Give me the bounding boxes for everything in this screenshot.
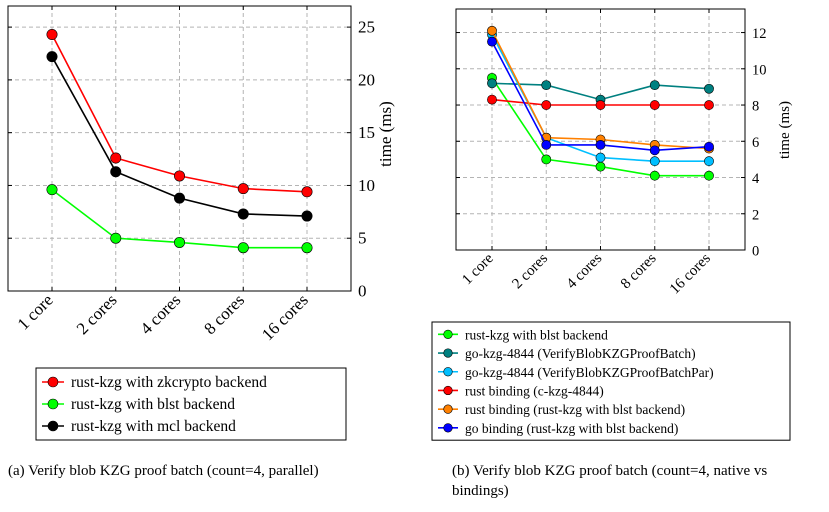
data-point	[541, 80, 552, 91]
legend-label: rust-kzg with blst backend	[465, 327, 608, 342]
data-point	[649, 100, 660, 110]
data-point	[649, 80, 660, 91]
y-axis-label-a: time (ms)	[376, 101, 395, 167]
y-axis-label-b: time (ms)	[777, 101, 793, 159]
legend-label: go-kzg-4844 (VerifyBlobKZGProofBatch)	[465, 346, 696, 361]
legend-swatch-marker	[443, 367, 453, 377]
legend-swatch-marker	[443, 329, 453, 339]
y-tick-label: 0	[752, 244, 759, 260]
data-point	[237, 208, 249, 220]
data-point	[301, 186, 313, 198]
series-a-0	[46, 28, 313, 198]
data-point	[704, 83, 714, 94]
chart-a: 0 5 10 15 20 25 1 core 2 cores 4 cores 8 cores 16 …	[7, 5, 395, 441]
x-tick-label: 16 cores	[667, 250, 714, 297]
data-point	[110, 166, 122, 178]
data-point	[46, 184, 58, 196]
legend-swatch-marker	[443, 348, 453, 358]
legend-label: rust binding (rust-kzg with blst backend…	[465, 402, 685, 417]
data-point	[704, 141, 714, 152]
x-tick-label: 8 cores	[200, 290, 248, 338]
data-point	[301, 242, 313, 254]
x-tick-label: 2 cores	[509, 250, 551, 292]
data-point	[595, 140, 606, 150]
series-line	[51, 56, 308, 217]
data-point	[649, 156, 660, 167]
y-tick-label: 0	[358, 282, 367, 301]
data-point	[487, 94, 497, 105]
data-point	[174, 192, 186, 204]
data-point	[649, 170, 660, 181]
y-tick-label: 15	[358, 123, 375, 142]
x-tick-label: 4 cores	[137, 290, 185, 338]
caption-b: (b) Verify blob KZG proof batch (count=4…	[452, 463, 768, 499]
legend-swatch-marker	[443, 385, 453, 396]
data-point	[487, 36, 497, 47]
x-tick-label: 4 cores	[564, 250, 606, 292]
legend-label: go-kzg-4844 (VerifyBlobKZGProofBatchPar)	[465, 365, 714, 380]
data-point	[46, 28, 58, 40]
chart-b: 0 2 4 6 8 10 12 1 core 2 cores 4 cores 8 cores 16 c…	[431, 8, 793, 441]
data-point	[595, 152, 606, 163]
legend-box	[35, 367, 347, 441]
x-tick-label: 8 cores	[618, 250, 660, 292]
legend-swatch-marker	[47, 398, 59, 410]
data-point	[704, 100, 714, 110]
series-a-2	[46, 51, 313, 222]
legend-box	[431, 321, 791, 441]
legend-swatch-marker	[443, 404, 453, 414]
data-point	[174, 236, 186, 248]
legend-label: go binding (rust-kzg with blst backend)	[465, 421, 678, 436]
y-tick-label: 2	[752, 207, 759, 223]
x-tick-label: 1 core	[459, 250, 497, 288]
y-tick-label: 10	[752, 62, 767, 78]
legend-a: rust-kzg with zkcrypto backend rust-kzg w…	[35, 367, 347, 441]
data-point	[110, 232, 122, 244]
legend-swatch-marker	[47, 376, 59, 388]
data-point	[704, 156, 714, 167]
y-tick-label: 8	[752, 99, 759, 115]
data-point	[174, 170, 186, 182]
x-tick-label: 2 cores	[73, 290, 121, 338]
caption-a: (a) Verify blob KZG proof batch (count=4…	[8, 463, 319, 479]
data-point	[487, 25, 497, 36]
data-point	[541, 100, 552, 110]
data-point	[487, 78, 497, 89]
x-tick-label: 1 core	[14, 290, 57, 333]
data-point	[704, 170, 714, 181]
data-point	[541, 140, 552, 150]
y-tick-label: 10	[358, 176, 375, 195]
legend-swatch-marker	[443, 423, 453, 433]
series-b-5	[487, 36, 714, 156]
y-tick-label: 20	[358, 70, 375, 89]
y-tick-label: 5	[358, 229, 367, 248]
data-point	[595, 100, 606, 110]
y-tick-label: 12	[752, 26, 767, 42]
y-tick-label: 4	[752, 171, 760, 187]
legend-swatch-marker	[47, 420, 59, 432]
data-point	[237, 242, 249, 254]
legend-b: rust-kzg with blst backend go-kzg-4844 (V…	[431, 321, 791, 441]
series-a-1	[46, 184, 313, 254]
data-point	[110, 152, 122, 164]
legend-label: rust-kzg with mcl backend	[71, 418, 236, 435]
data-point	[595, 161, 606, 172]
data-point	[46, 51, 58, 63]
y-tick-label: 6	[752, 135, 759, 151]
x-tick-label: 16 cores	[258, 290, 312, 344]
legend-label: rust binding (c-kzg-4844)	[465, 383, 604, 398]
data-point	[649, 145, 660, 156]
y-tick-label: 25	[358, 18, 375, 37]
data-point	[237, 183, 249, 195]
legend-label: rust-kzg with blst backend	[71, 396, 235, 413]
data-point	[301, 210, 313, 222]
legend-label: rust-kzg with zkcrypto backend	[71, 374, 267, 391]
data-point	[541, 154, 552, 165]
